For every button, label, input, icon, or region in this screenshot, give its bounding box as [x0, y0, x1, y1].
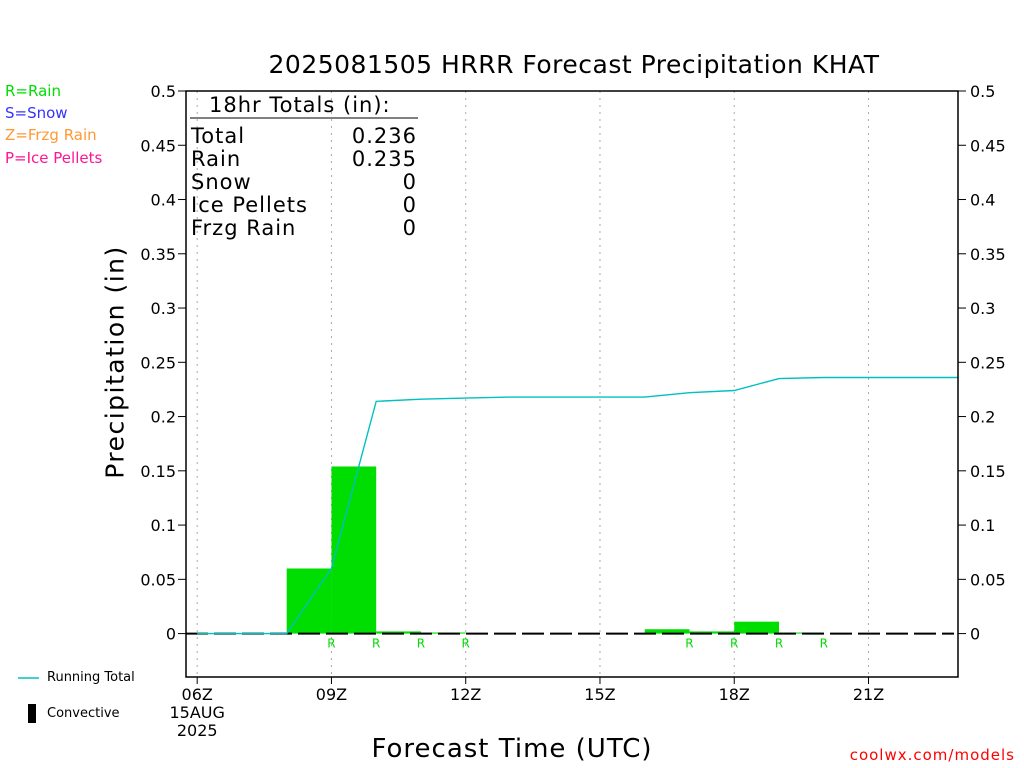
- y-tick-label-left: 0.25: [140, 353, 176, 372]
- x-tick-label: 06Z: [182, 685, 213, 704]
- y-tick-label-right: 0.5: [970, 82, 995, 101]
- y-tick-label-right: 0.1: [970, 516, 995, 535]
- precip-bar: [734, 621, 779, 634]
- y-tick-label-left: 0.15: [140, 462, 176, 481]
- precip-type-marker: R: [685, 637, 693, 651]
- y-tick-label-right: 0.15: [970, 462, 1006, 481]
- totals-header: 18hr Totals (in):: [209, 93, 391, 117]
- y-tick-label-left: 0.4: [151, 191, 176, 210]
- totals-row-label: Snow: [191, 170, 252, 194]
- x-tick-label: 2025: [177, 721, 218, 740]
- x-tick-label: 12Z: [450, 685, 481, 704]
- y-tick-label-left: 0: [166, 625, 176, 644]
- running-total-line: [197, 376, 958, 635]
- y-tick-label-right: 0.05: [970, 570, 1006, 589]
- totals-row-label: Frzg Rain: [191, 216, 296, 240]
- precip-type-marker: R: [327, 637, 335, 651]
- precip-bar: [376, 631, 421, 634]
- x-axis-label: Forecast Time (UTC): [371, 734, 653, 764]
- y-tick-label-right: 0.35: [970, 245, 1006, 264]
- legend-running-total-label: Running Total: [47, 670, 135, 685]
- chart-title: 2025081505 HRRR Forecast Precipitation K…: [268, 50, 880, 79]
- plot-frame: [185, 90, 959, 678]
- totals-row-label: Ice Pellets: [191, 193, 308, 217]
- totals-row-label: Total: [190, 124, 245, 148]
- y-tick-label-right: 0.4: [970, 191, 995, 210]
- precip-bar: [644, 629, 690, 634]
- bars: [286, 466, 824, 634]
- precip-bar: [689, 631, 735, 634]
- totals-row-label: Rain: [191, 147, 241, 171]
- y-tick-label-right: 0.2: [970, 408, 995, 427]
- y-tick-label-left: 0.35: [140, 245, 176, 264]
- axis-ticks: 0 00.05 0.050.1 0.10.15 0.150.2 0.20.25 0.250.…: [140, 82, 1005, 740]
- x-tick-label: 21Z: [853, 685, 884, 704]
- legend-snow: S=Snow: [5, 104, 68, 122]
- x-tick-label: 15AUG: [169, 703, 224, 722]
- totals-row-value: 0: [403, 193, 417, 217]
- precip-bar: [331, 466, 377, 634]
- legend-glyphs: [18, 677, 39, 723]
- y-tick-label-left: 0.3: [151, 299, 176, 318]
- convective-legend-glyph: [28, 704, 36, 723]
- x-tick-label: 18Z: [719, 685, 750, 704]
- totals-row-value: 0.236: [352, 124, 417, 148]
- precip-type-marker: R: [417, 637, 425, 651]
- totals-row-value: 0: [403, 170, 417, 194]
- precip-type-marker: R: [730, 637, 738, 651]
- legend-rain: R=Rain: [5, 82, 61, 100]
- y-tick-label-left: 0.5: [151, 82, 176, 101]
- y-tick-label-left: 0.2: [151, 408, 176, 427]
- y-tick-label-left: 0.1: [151, 516, 176, 535]
- y-tick-label-right: 0.25: [970, 353, 1006, 372]
- y-tick-label-left: 0.45: [140, 136, 176, 155]
- x-tick-label: 09Z: [316, 685, 347, 704]
- totals-box: 18hr Totals (in): Total 0.236 Rain 0.235 Snow…: [190, 93, 418, 240]
- legend-convective-label: Convective: [47, 706, 120, 721]
- legend-ice-pellets: P=Ice Pellets: [5, 149, 103, 167]
- totals-row-value: 0.235: [352, 147, 417, 171]
- y-tick-label-right: 0.3: [970, 299, 995, 318]
- legend-frzg-rain: Z=Frzg Rain: [5, 126, 97, 144]
- precip-bar: [778, 632, 824, 634]
- precip-type-marker: R: [775, 637, 783, 651]
- precip-type-marker: R: [820, 637, 828, 651]
- precip-type-marker: R: [372, 637, 380, 651]
- x-tick-label: 15Z: [584, 685, 615, 704]
- y-tick-label-left: 0.05: [140, 570, 176, 589]
- y-tick-label-right: 0.45: [970, 136, 1006, 155]
- y-tick-label-right: 0: [970, 625, 980, 644]
- totals-row-value: 0: [403, 216, 417, 240]
- precip-type-marker: R: [462, 637, 470, 651]
- credit-link[interactable]: coolwx.com/models: [849, 746, 1015, 764]
